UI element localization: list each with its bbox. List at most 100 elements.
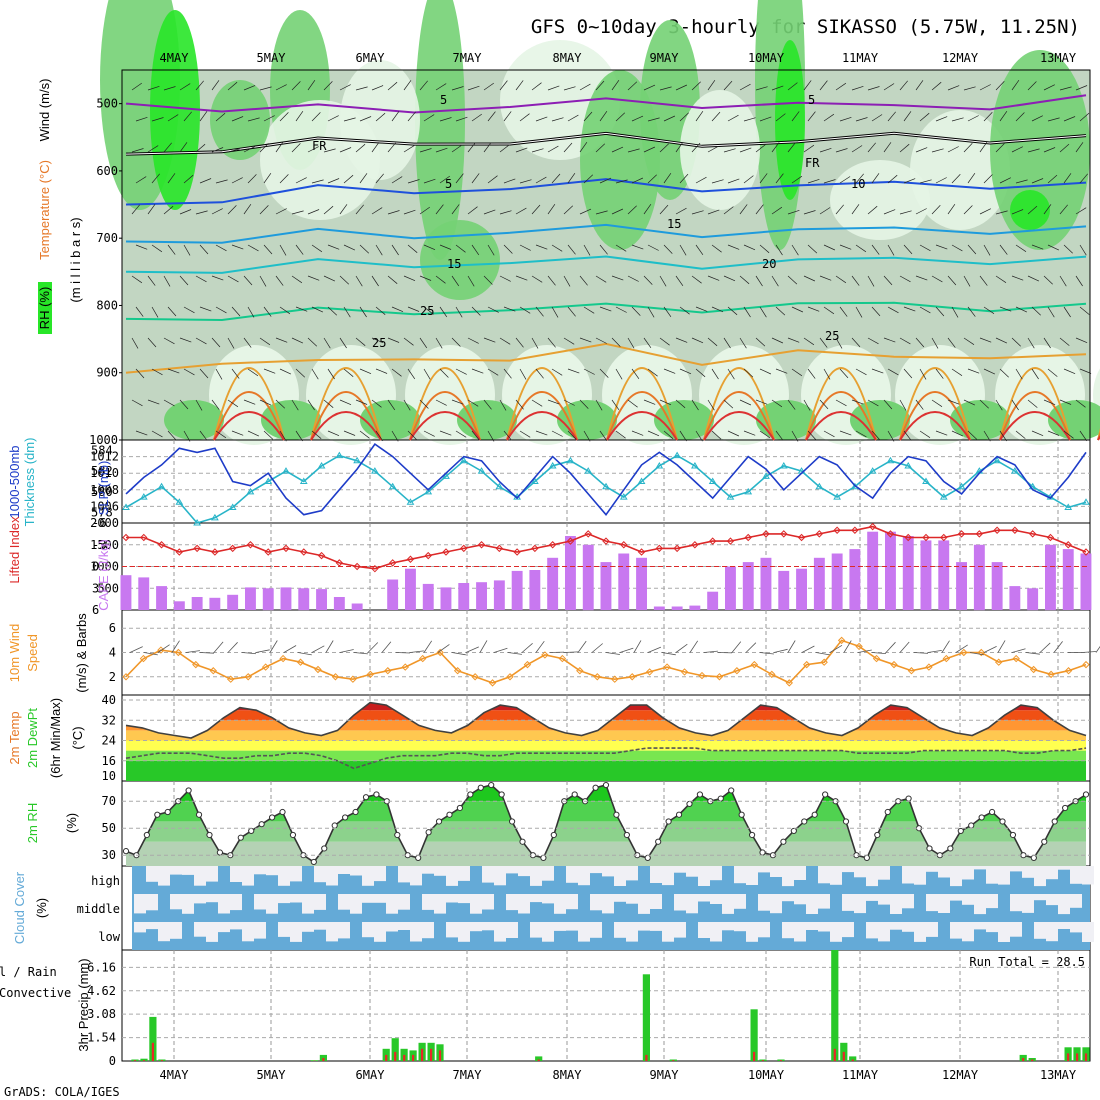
wind-barb <box>371 85 384 91</box>
wind-barb <box>647 368 658 377</box>
wind-barb <box>275 84 287 91</box>
wind-barb <box>483 399 492 410</box>
surface-wind-barb <box>1025 652 1040 655</box>
wind-barb <box>227 81 238 91</box>
wind-barb <box>167 173 176 184</box>
wind-barb <box>915 80 924 91</box>
wind-barb <box>295 244 304 255</box>
wind-barb <box>579 399 589 409</box>
cloud-gap <box>578 866 590 886</box>
wind-barb <box>627 275 639 282</box>
wind-barb <box>1015 368 1023 380</box>
wind-barb <box>135 368 145 379</box>
wind-barb <box>343 117 356 122</box>
lifted-index-point <box>1082 548 1090 556</box>
cape-bar <box>191 597 203 610</box>
wind-barb <box>359 244 370 254</box>
wind-barb <box>915 208 927 215</box>
wind-speed-point <box>820 658 828 666</box>
wind-barb <box>823 113 835 122</box>
thickness-point <box>602 482 610 490</box>
thickness-point <box>584 467 593 474</box>
cloud-gap <box>1058 922 1070 929</box>
surface-isotherm <box>310 391 382 441</box>
wind-barb <box>743 306 751 318</box>
wind-barb <box>791 430 799 442</box>
surface-isotherm <box>213 391 285 441</box>
wind-barb <box>979 141 988 153</box>
cloud-gap <box>482 894 494 910</box>
wind-barb <box>167 244 176 255</box>
wind-speed-point <box>593 673 601 681</box>
wind-barb <box>307 275 320 281</box>
wind-barb <box>483 337 496 343</box>
lifted-index-point <box>1064 541 1072 549</box>
rh-2m-point <box>206 831 213 839</box>
cape-tick-label: 1500 <box>90 538 119 552</box>
wind-barb <box>599 430 608 442</box>
lifted-index-point <box>584 530 592 538</box>
cloud-gap <box>446 894 458 903</box>
cloud-gap <box>482 866 494 883</box>
cloud-gap <box>614 894 626 902</box>
surface-wind-barb <box>521 642 533 653</box>
cloud-gap <box>998 866 1010 885</box>
cloud-gap <box>146 922 158 930</box>
surface-isotherm <box>409 367 481 441</box>
wind-barb <box>291 81 301 91</box>
surface-isotherm <box>703 411 775 441</box>
wind-barb <box>707 79 716 91</box>
rh-2m-point <box>780 838 787 845</box>
surface-wind-barb <box>577 640 587 653</box>
cloud-gap <box>626 866 638 881</box>
lifted-index-point <box>1028 530 1037 538</box>
wind-barb <box>631 177 644 184</box>
wind-axis-label: Wind (m/s) <box>37 79 52 142</box>
cloud-gap <box>194 894 206 904</box>
wind-barb <box>355 399 368 405</box>
wind-barb <box>819 275 832 281</box>
precip-total-bar <box>310 1060 318 1061</box>
cloud-gap <box>902 866 914 884</box>
cloud-gap <box>998 922 1010 942</box>
rh-2m-point <box>342 814 349 821</box>
precip-convective-bar <box>322 1058 325 1061</box>
wind-barb <box>343 174 354 184</box>
cloud-gap <box>842 894 854 911</box>
day-label-bottom: 6MAY <box>356 1068 386 1082</box>
wind-barb <box>131 275 143 284</box>
cloud-gap <box>554 922 566 931</box>
rh-2m-point <box>602 781 610 789</box>
wind-barb <box>983 306 995 314</box>
cloud-gap <box>950 866 962 887</box>
cloud-gap <box>782 922 794 939</box>
precip-convective-bar <box>761 1060 765 1061</box>
dewpoint-line <box>125 747 1087 770</box>
wind-barb <box>419 80 428 91</box>
wind-barb <box>983 112 993 122</box>
rh-2m-point <box>686 800 693 808</box>
cloud-level-label: low <box>98 930 120 944</box>
cloud-gap <box>746 922 758 942</box>
wind-speed-point <box>715 673 724 681</box>
wind-barb <box>883 83 895 91</box>
wind-barb <box>163 275 171 287</box>
precip-total-bar <box>535 1056 543 1061</box>
wind-barb <box>1075 275 1083 287</box>
wind-barb <box>839 244 852 250</box>
wind-barb <box>659 275 667 287</box>
wind-barb <box>327 430 340 437</box>
run-total-label: Run Total = 28.5 <box>969 955 1085 969</box>
wind-barb <box>631 306 641 316</box>
rh-shade <box>580 70 660 250</box>
precip-total-bar <box>149 1016 157 1061</box>
wind-barb <box>871 173 880 184</box>
wind-barb <box>627 148 640 153</box>
rh-2m-point <box>185 787 192 794</box>
precip-convective-bar <box>151 1042 154 1061</box>
lifted-index-point <box>833 526 841 534</box>
wind-barb <box>679 306 690 315</box>
millibars-axis-label: (m i l l i b a r s) <box>68 217 83 302</box>
wind-barb <box>275 208 287 215</box>
wind-barb <box>883 275 893 286</box>
